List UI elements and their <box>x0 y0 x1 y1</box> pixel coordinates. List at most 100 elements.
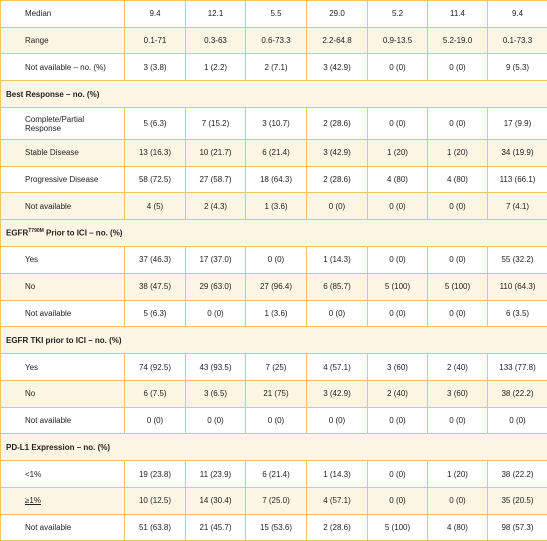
row-label-text: Not available – no. (%) <box>25 63 106 72</box>
table-cell: 113 (66.1) <box>488 166 547 193</box>
table-cell: 9.4 <box>125 1 186 28</box>
table-cell: 10 (21.7) <box>186 140 246 167</box>
row-label-text: No <box>25 389 35 398</box>
table-cell: 43 (93.5) <box>186 354 246 381</box>
row-label: No <box>1 380 125 407</box>
section-title-superscript: T790M <box>28 228 44 234</box>
table-cell: 1 (14.3) <box>307 247 368 274</box>
table-cell: 0 (0) <box>186 300 246 327</box>
table-cell: 110 (64.3) <box>488 273 547 300</box>
table-cell: 0 (0) <box>246 247 307 274</box>
table-cell: 1 (2.2) <box>186 54 246 81</box>
table-cell: 2 (28.6) <box>307 108 368 140</box>
row-label-text: Not available <box>25 416 71 425</box>
table-cell: 0 (0) <box>368 407 428 434</box>
table-cell: 7 (25.0) <box>246 487 307 514</box>
table-cell: 4 (5) <box>125 193 186 220</box>
table-cell: 0 (0) <box>307 407 368 434</box>
table-cell: 98 (57.3) <box>488 514 547 541</box>
section-title-text: EGFR TKI prior to ICI – no. (%) <box>6 336 122 345</box>
table-cell: 0 (0) <box>428 247 488 274</box>
table-cell: 6 (7.5) <box>125 380 186 407</box>
row-label: Not available – no. (%) <box>1 54 125 81</box>
table-cell: 2 (7.1) <box>246 54 307 81</box>
table-cell: 3 (3.8) <box>125 54 186 81</box>
table-cell: 1 (20) <box>368 140 428 167</box>
table-cell: 4 (57.1) <box>307 487 368 514</box>
table-cell: 74 (92.5) <box>125 354 186 381</box>
table-cell: 17 (37.0) <box>186 247 246 274</box>
table-cell: 2 (4.3) <box>186 193 246 220</box>
table-cell: 5 (6.3) <box>125 108 186 140</box>
table-cell: 21 (75) <box>246 380 307 407</box>
table-cell: 0 (0) <box>428 108 488 140</box>
table-cell: 3 (10.7) <box>246 108 307 140</box>
table-cell: 1 (20) <box>428 140 488 167</box>
table-cell: 7 (4.1) <box>488 193 547 220</box>
table-cell: 38 (47.5) <box>125 273 186 300</box>
table-cell: 2 (28.6) <box>307 514 368 541</box>
table-cell: 38 (22.2) <box>488 380 547 407</box>
table-cell: 15 (53.6) <box>246 514 307 541</box>
table-cell: 6 (21.4) <box>246 461 307 488</box>
row-label-text: <1% <box>25 470 41 479</box>
row-label: Not available <box>1 514 125 541</box>
row-label-text: Stable Disease <box>25 148 79 157</box>
row-label: ≥1% <box>1 487 125 514</box>
row-label-text: Yes <box>25 255 38 264</box>
section-title: EGFRT790M Prior to ICI – no. (%) <box>1 220 547 247</box>
table-cell: 14 (30.4) <box>186 487 246 514</box>
table-cell: 6 (85.7) <box>307 273 368 300</box>
table-cell: 29 (63.0) <box>186 273 246 300</box>
table-cell: 5.5 <box>246 1 307 28</box>
row-label: No <box>1 273 125 300</box>
table-cell: 55 (32.2) <box>488 247 547 274</box>
table-cell: 17 (9.9) <box>488 108 547 140</box>
table-cell: 0 (0) <box>307 300 368 327</box>
table-cell: 5.2-19.0 <box>428 27 488 54</box>
table-cell: 0 (0) <box>368 487 428 514</box>
table-row: Not available – no. (%) 3 (3.8)1 (2.2)2 (… <box>1 54 547 81</box>
table-cell: 58 (72.5) <box>125 166 186 193</box>
table-cell: 0.1-73.3 <box>488 27 547 54</box>
row-label: Range <box>1 27 125 54</box>
table-cell: 3 (6.5) <box>186 380 246 407</box>
table-cell: 12.1 <box>186 1 246 28</box>
table-cell: 27 (58.7) <box>186 166 246 193</box>
row-label-text: Yes <box>25 363 38 372</box>
row-label-text: No <box>25 282 35 291</box>
table-cell: 133 (77.8) <box>488 354 547 381</box>
table-cell: 0 (0) <box>186 407 246 434</box>
table-cell: 34 (19.9) <box>488 140 547 167</box>
table-cell: 18 (64.3) <box>246 166 307 193</box>
table-cell: 0 (0) <box>368 108 428 140</box>
table-cell: 38 (22.2) <box>488 461 547 488</box>
row-label-text: Not available <box>25 309 71 318</box>
table-cell: 21 (45.7) <box>186 514 246 541</box>
section-header-row: PD-L1 Expression – no. (%) <box>1 434 547 461</box>
section-title-text: Best Response – no. (%) <box>6 90 99 99</box>
table-cell: 3 (60) <box>368 354 428 381</box>
table-cell: 0.3-63 <box>186 27 246 54</box>
table-cell: 0.9-13.5 <box>368 27 428 54</box>
table-cell: 7 (25) <box>246 354 307 381</box>
row-label: Median <box>1 1 125 28</box>
table-cell: 5 (100) <box>428 273 488 300</box>
table-cell: 4 (80) <box>368 166 428 193</box>
table-cell: 13 (16.3) <box>125 140 186 167</box>
table-cell: 2 (40) <box>368 380 428 407</box>
section-header-row: Best Response – no. (%) <box>1 81 547 108</box>
table-cell: 0 (0) <box>428 487 488 514</box>
section-title: Best Response – no. (%) <box>1 81 547 108</box>
row-label-text: Not available <box>25 202 71 211</box>
